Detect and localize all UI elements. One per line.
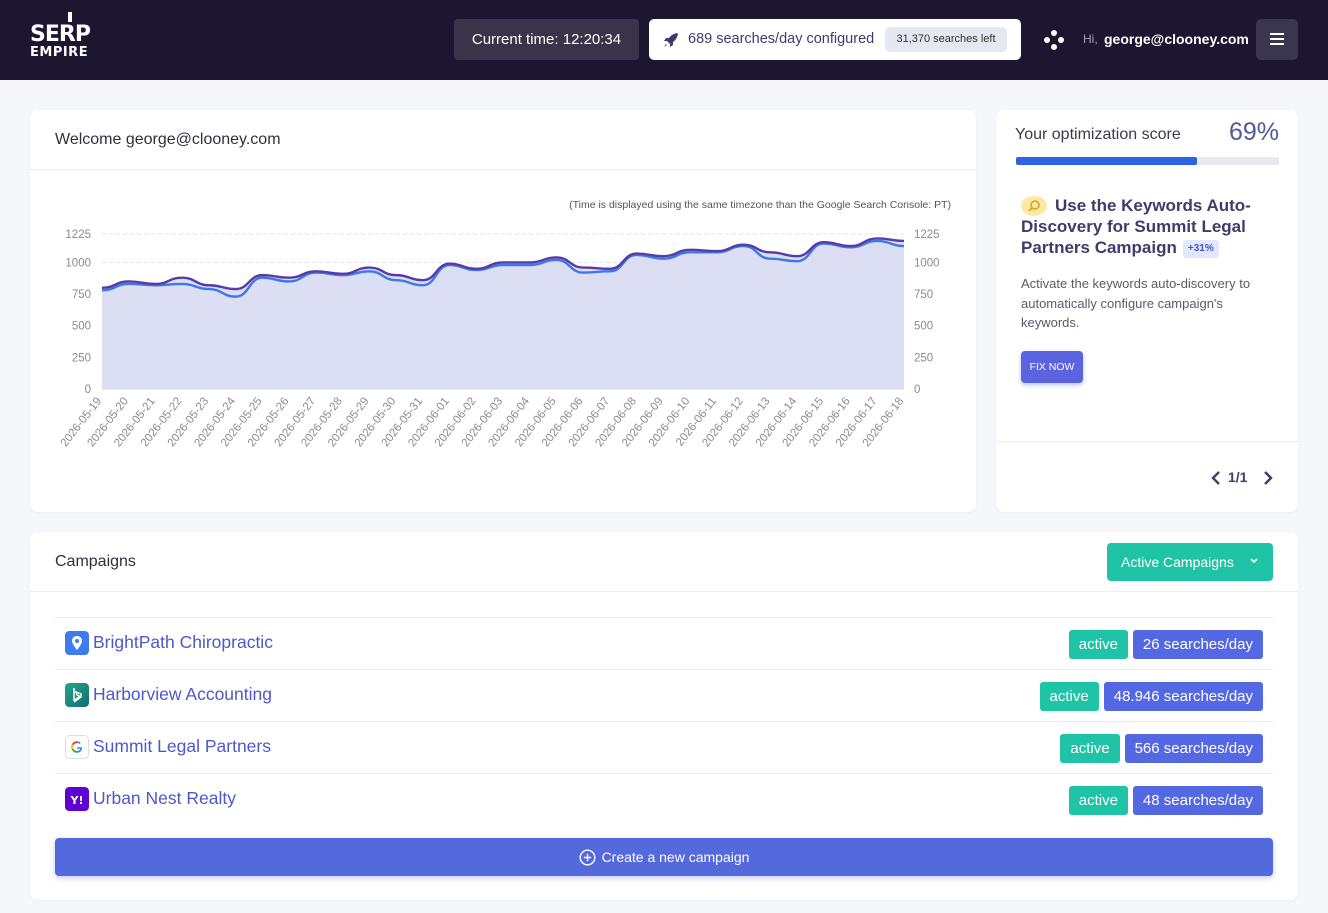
campaigns-title: Campaigns: [55, 553, 136, 570]
bing-icon: [65, 683, 89, 707]
campaign-tags: active 566 searches/day: [1060, 734, 1263, 763]
chevron-down-icon: [1250, 558, 1258, 564]
user-email[interactable]: george@clooney.com: [1104, 31, 1249, 47]
searches-badge: 48.946 searches/day: [1103, 682, 1263, 711]
greeting-label: Hi,: [1083, 32, 1098, 46]
status-badge: active: [1060, 734, 1120, 763]
y-tick-label-right: 500: [914, 321, 933, 333]
campaign-name[interactable]: Urban Nest Realty: [93, 788, 236, 808]
y-tick-label-left: 250: [72, 352, 91, 364]
divider: [30, 591, 1298, 592]
status-badge: active: [1068, 630, 1128, 659]
lightbulb-icon: [1021, 196, 1047, 216]
y-tick-label-left: 0: [85, 384, 91, 396]
welcome-title: Welcome george@clooney.com: [55, 131, 281, 148]
y-tick-label-right: 1225: [914, 229, 940, 241]
filter-label: Active Campaigns: [1121, 554, 1234, 570]
fix-now-button[interactable]: FIX NOW: [1021, 351, 1083, 383]
tip-title: Use the Keywords Auto-Discovery for Summ…: [1021, 195, 1279, 258]
serp-empire-logo[interactable]: SERP EMPIRE: [30, 12, 92, 62]
optimization-card: Your optimization score 69% Use the Keyw…: [996, 110, 1298, 512]
campaign-name[interactable]: Harborview Accounting: [93, 684, 272, 704]
y-tick-label-right: 0: [914, 384, 920, 396]
y-tick-label-right: 1000: [914, 257, 940, 269]
top-navbar: SERP EMPIRE Current time: 12:20:34 689 s…: [0, 0, 1328, 80]
welcome-card: Welcome george@clooney.com (Time is disp…: [30, 110, 976, 512]
campaign-tags: active 48 searches/day: [1068, 786, 1263, 815]
searches-configured-text: 689 searches/day configured: [688, 31, 875, 47]
tip-pager: 1/1: [1210, 468, 1274, 488]
yahoo-icon: Y!: [65, 787, 89, 811]
menu-icon: [1270, 33, 1284, 35]
divider: [30, 169, 976, 170]
logo-tower-mark: [68, 12, 72, 22]
campaign-name[interactable]: Summit Legal Partners: [93, 736, 271, 756]
optimization-progress: [1016, 157, 1279, 165]
google-icon: [65, 735, 89, 759]
searches-left-badge: 31,370 searches left: [885, 27, 1007, 52]
create-campaign-label: Create a new campaign: [601, 849, 750, 865]
searches-configured-box[interactable]: 689 searches/day configured 31,370 searc…: [649, 19, 1021, 60]
rocket-icon: [664, 33, 678, 47]
tip-gain-badge: +31%: [1182, 240, 1219, 258]
y-tick-label-right: 750: [914, 289, 933, 301]
menu-button[interactable]: [1256, 19, 1298, 60]
y-tick-label-left: 1000: [65, 257, 91, 269]
searches-badge: 48 searches/day: [1132, 786, 1263, 815]
campaign-row[interactable]: BrightPath Chiropractic active 26 search…: [55, 617, 1273, 669]
campaign-tags: active 26 searches/day: [1068, 630, 1263, 659]
chevron-left-icon[interactable]: [1210, 470, 1222, 486]
searches-badge: 26 searches/day: [1132, 630, 1263, 659]
divider: [996, 441, 1298, 442]
y-tick-label-left: 500: [72, 321, 91, 333]
logo-line2: EMPIRE: [30, 45, 89, 60]
optimization-progress-fill: [1016, 157, 1198, 165]
plus-circle-icon: [579, 849, 596, 866]
y-tick-label-left: 1225: [65, 229, 91, 241]
map-pin-icon: [65, 631, 89, 655]
svg-text:Y!: Y!: [70, 794, 84, 807]
campaign-row[interactable]: Harborview Accounting active 48.946 sear…: [55, 669, 1273, 721]
y-tick-label-left: 750: [72, 289, 91, 301]
current-time-display: Current time: 12:20:34: [454, 19, 639, 60]
tip-title-text: Use the Keywords Auto-Discovery for Summ…: [1021, 196, 1251, 257]
chevron-right-icon[interactable]: [1262, 470, 1274, 486]
campaign-list: BrightPath Chiropractic active 26 search…: [55, 617, 1273, 825]
campaigns-card: Campaigns Active Campaigns BrightPath Ch…: [30, 532, 1298, 900]
status-badge: active: [1039, 682, 1099, 711]
dots-icon[interactable]: [1044, 30, 1064, 50]
campaign-row[interactable]: Y! Urban Nest Realty active 48 searches/…: [55, 773, 1273, 825]
optimization-score: 69%: [1228, 118, 1279, 146]
campaign-name[interactable]: BrightPath Chiropractic: [93, 632, 273, 652]
y-tick-label-right: 250: [914, 352, 933, 364]
active-campaigns-dropdown[interactable]: Active Campaigns: [1107, 543, 1273, 581]
series-line: [101, 239, 905, 298]
series-line: [101, 237, 905, 291]
campaign-row[interactable]: Summit Legal Partners active 566 searche…: [55, 721, 1273, 773]
chart-timezone-note: (Time is displayed using the same timezo…: [569, 199, 951, 211]
pager-label: 1/1: [1228, 469, 1248, 485]
status-badge: active: [1068, 786, 1128, 815]
optimization-title: Your optimization score: [1015, 126, 1181, 143]
searches-badge: 566 searches/day: [1124, 734, 1263, 763]
create-campaign-button[interactable]: Create a new campaign: [55, 838, 1273, 876]
logo-line1: SERP: [30, 22, 91, 47]
tip-description: Activate the keywords auto-discovery to …: [1021, 276, 1251, 330]
campaign-tags: active 48.946 searches/day: [1039, 682, 1263, 711]
